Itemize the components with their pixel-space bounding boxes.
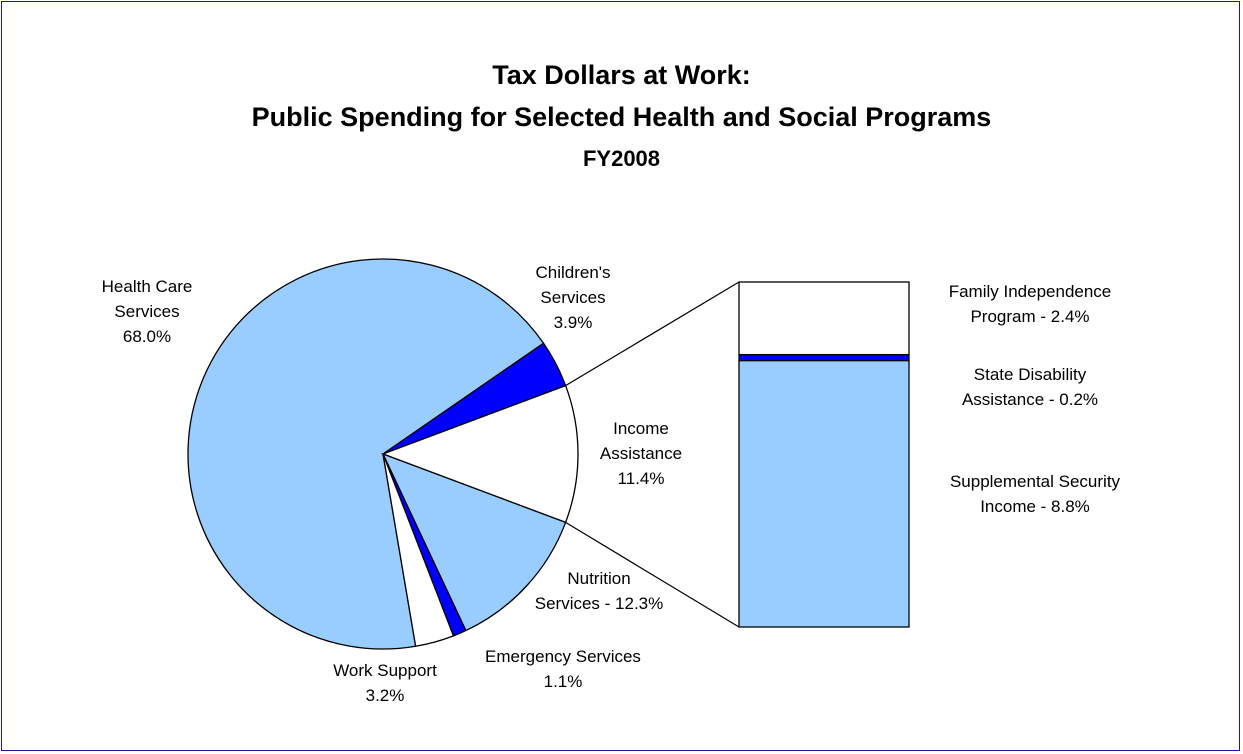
chart-fiscal-year: FY2008 [582,146,661,171]
pie-slice-5 [382,453,455,647]
bar-segment-0 [738,281,910,356]
slice-label-1: Children's Services 3.9% [535,263,610,332]
bar-label-2: Supplemental Security Income - 8.8% [950,472,1121,516]
connector-line-bottom [565,521,740,628]
bar-segment-1 [738,353,910,362]
slice-label-2: Income Assistance 11.4% [600,419,682,488]
slice-label-5: Work Support 3.2% [333,661,437,705]
bar-segment-2 [738,360,910,628]
slice-label-3: Nutrition Services - 12.3% [535,569,664,613]
chart-subtitle: Public Spending for Selected Health and … [251,102,992,132]
pie-slice-2 [381,384,579,524]
bar-label-1: State Disability Assistance - 0.2% [962,365,1098,409]
pie-slice-0 [187,258,545,650]
connector-line-top [565,281,740,387]
slice-label-4: Emergency Services 1.1% [485,647,641,691]
chart-title: Tax Dollars at Work: [492,60,751,90]
slice-label-0: Health Care Services 68.0% [102,277,193,346]
bar-label-0: Family Independence Program - 2.4% [949,282,1112,326]
pie-slice-3 [381,452,567,632]
